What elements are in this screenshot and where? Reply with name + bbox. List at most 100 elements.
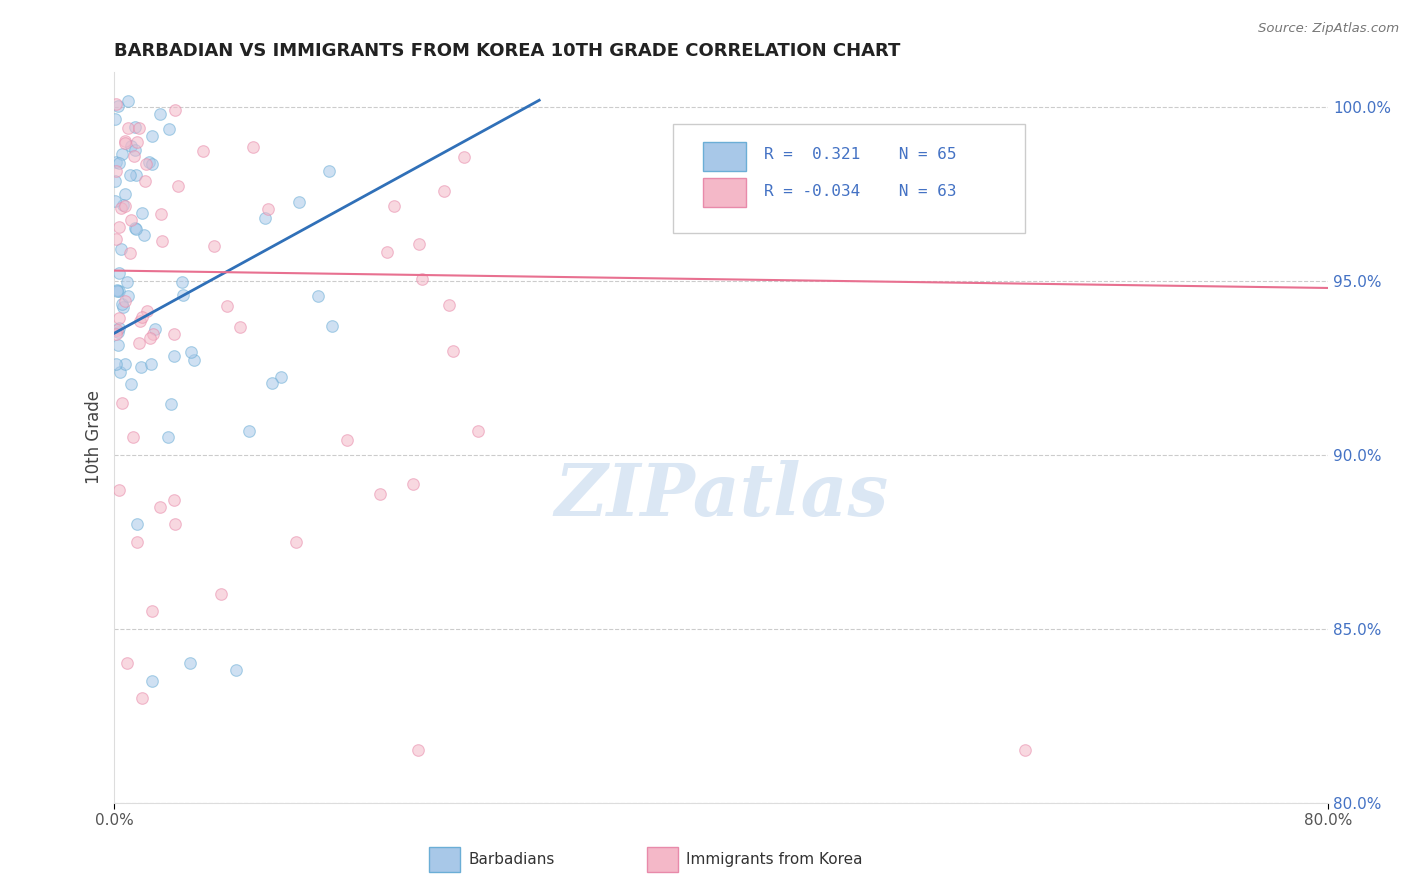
Point — [105, 163, 128, 178]
FancyBboxPatch shape — [703, 142, 745, 171]
Point — [124, 143, 146, 157]
Point — [118, 168, 141, 182]
Text: Immigrants from Korea: Immigrants from Korea — [686, 853, 863, 867]
Point — [229, 320, 252, 334]
Point — [127, 136, 149, 150]
Point — [162, 326, 184, 341]
Point — [150, 207, 173, 221]
Point — [433, 184, 456, 198]
Point — [115, 657, 138, 671]
Point — [114, 198, 136, 212]
Point — [437, 298, 460, 312]
Point — [107, 155, 129, 169]
Point — [104, 112, 127, 127]
Point — [202, 239, 225, 253]
Point — [253, 211, 276, 226]
Text: R =  0.321    N = 65: R = 0.321 N = 65 — [763, 147, 956, 162]
Point — [191, 144, 214, 158]
Point — [179, 657, 201, 671]
Point — [114, 136, 136, 150]
Point — [104, 232, 127, 246]
Point — [120, 376, 142, 391]
Point — [172, 288, 194, 302]
Point — [217, 300, 239, 314]
Point — [375, 244, 398, 259]
Point — [142, 327, 165, 342]
Point — [111, 395, 134, 409]
Point — [172, 275, 194, 289]
Point — [108, 220, 131, 235]
Point — [104, 154, 127, 169]
Point — [288, 194, 311, 209]
Point — [143, 322, 166, 336]
Point — [110, 242, 132, 256]
Point — [1014, 743, 1036, 757]
Point — [139, 331, 162, 345]
Point — [141, 673, 163, 688]
Point — [183, 352, 205, 367]
Point — [138, 155, 160, 169]
Point — [114, 357, 136, 371]
Point — [120, 213, 142, 227]
Point — [129, 359, 152, 374]
Point — [114, 187, 136, 202]
Point — [260, 376, 283, 391]
Point — [370, 487, 392, 501]
Text: Barbadians: Barbadians — [468, 853, 554, 867]
Point — [114, 134, 136, 148]
Point — [180, 344, 202, 359]
Point — [105, 285, 128, 299]
Point — [105, 323, 128, 337]
Point — [270, 369, 292, 384]
Point — [108, 483, 131, 497]
Point — [150, 234, 173, 248]
Point — [318, 164, 340, 178]
Point — [121, 430, 143, 444]
Point — [165, 517, 187, 532]
Point — [108, 321, 131, 335]
Point — [441, 343, 464, 358]
Point — [406, 743, 429, 757]
Point — [105, 97, 128, 112]
Point — [108, 365, 131, 379]
FancyBboxPatch shape — [703, 178, 745, 208]
Point — [125, 221, 148, 235]
Point — [108, 310, 131, 325]
Point — [160, 397, 183, 411]
Point — [209, 587, 232, 601]
Point — [104, 357, 127, 371]
Point — [124, 149, 146, 163]
Text: BARBADIAN VS IMMIGRANTS FROM KOREA 10TH GRADE CORRELATION CHART: BARBADIAN VS IMMIGRANTS FROM KOREA 10TH … — [114, 42, 901, 60]
Point — [285, 534, 308, 549]
Point — [124, 220, 146, 235]
Point — [453, 150, 475, 164]
Point — [117, 276, 139, 290]
Point — [408, 237, 430, 252]
Point — [163, 350, 186, 364]
Point — [111, 146, 134, 161]
Point — [141, 604, 163, 618]
Point — [107, 325, 129, 339]
Point — [307, 289, 329, 303]
Point — [141, 129, 163, 144]
Text: Source: ZipAtlas.com: Source: ZipAtlas.com — [1258, 22, 1399, 36]
Point — [104, 194, 127, 209]
Text: ZIPatlas: ZIPatlas — [554, 460, 889, 532]
Point — [139, 357, 162, 371]
Point — [120, 139, 142, 153]
Point — [149, 107, 172, 121]
FancyBboxPatch shape — [672, 123, 1025, 233]
Point — [128, 121, 150, 136]
Point — [117, 288, 139, 302]
Point — [257, 202, 280, 217]
Point — [108, 266, 131, 280]
Point — [157, 122, 180, 136]
Point — [110, 202, 132, 216]
Point — [105, 283, 128, 297]
Point — [384, 199, 406, 213]
Point — [135, 157, 157, 171]
Point — [167, 178, 190, 193]
Point — [108, 285, 131, 299]
Point — [107, 98, 129, 112]
Point — [156, 430, 179, 444]
